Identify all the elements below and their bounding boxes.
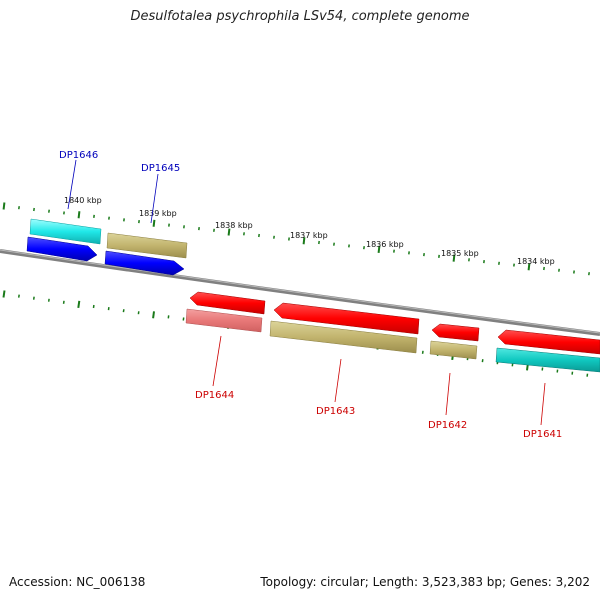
gene-feature-dp1641[interactable] [497, 329, 600, 355]
gene-feature-dp1646-outer[interactable] [29, 218, 102, 245]
gene-feature-dp1645-outer[interactable] [106, 232, 188, 259]
gene-label-dp1642[interactable]: DP1642 [428, 420, 467, 431]
map-title: Desulfotalea psychrophila LSv54, complet… [130, 9, 470, 24]
gene-label-dp1641[interactable]: DP1641 [523, 429, 562, 440]
leader-line-dp1643 [334, 358, 342, 403]
scale-label-1837: 1837 kbp [290, 231, 328, 240]
gene-label-dp1643[interactable]: DP1643 [316, 406, 355, 417]
accession-text: Accession: NC_006138 [9, 575, 146, 589]
gene-feature-dp1644-inner[interactable] [185, 308, 263, 333]
genome-backbone-highlight [0, 249, 600, 334]
gene-label-dp1644[interactable]: DP1644 [195, 390, 234, 401]
major-tick [527, 263, 531, 271]
major-tick [2, 290, 6, 298]
scale-ticks-outer [2, 202, 590, 276]
scale-label-1836: 1836 kbp [366, 240, 404, 249]
gene-feature-dp1642[interactable] [431, 323, 480, 342]
major-tick [2, 202, 6, 210]
genome-backbone [0, 249, 600, 336]
gene-feature-dp1644[interactable] [189, 291, 266, 315]
minor-tick [122, 309, 125, 313]
scale-label-1835: 1835 kbp [441, 249, 479, 258]
major-tick [452, 254, 456, 262]
major-tick [302, 237, 306, 245]
scale-label-1834: 1834 kbp [517, 257, 555, 266]
major-tick [377, 245, 381, 254]
scale-label-1840: 1840 kbp [64, 196, 102, 205]
leader-line-dp1641 [540, 382, 546, 426]
leader-line-dp1645 [150, 173, 159, 224]
leader-line-dp1644 [212, 335, 222, 387]
major-tick [227, 228, 231, 236]
gene-label-dp1645[interactable]: DP1645 [141, 163, 180, 174]
gene-feature-dp1641-inner[interactable] [495, 347, 600, 373]
genome-summary-text: Topology: circular; Length: 3,523,383 bp… [260, 575, 590, 589]
gene-feature-dp1643-inner[interactable] [269, 320, 418, 354]
scale-label-1838: 1838 kbp [215, 221, 253, 230]
gene-label-dp1646[interactable]: DP1646 [59, 150, 98, 161]
minor-tick [17, 294, 20, 298]
major-tick [77, 211, 81, 219]
gene-feature-dp1646[interactable] [26, 236, 98, 262]
major-tick [77, 300, 81, 309]
leader-line-dp1646 [67, 159, 77, 210]
major-tick [152, 219, 156, 227]
gene-feature-dp1643[interactable] [273, 302, 420, 335]
scale-label-1839: 1839 kbp [139, 209, 177, 218]
gene-feature-dp1642-inner[interactable] [429, 340, 478, 360]
major-tick [152, 311, 155, 319]
leader-line-dp1642 [445, 372, 451, 416]
gene-feature-dp1645[interactable] [104, 250, 185, 276]
